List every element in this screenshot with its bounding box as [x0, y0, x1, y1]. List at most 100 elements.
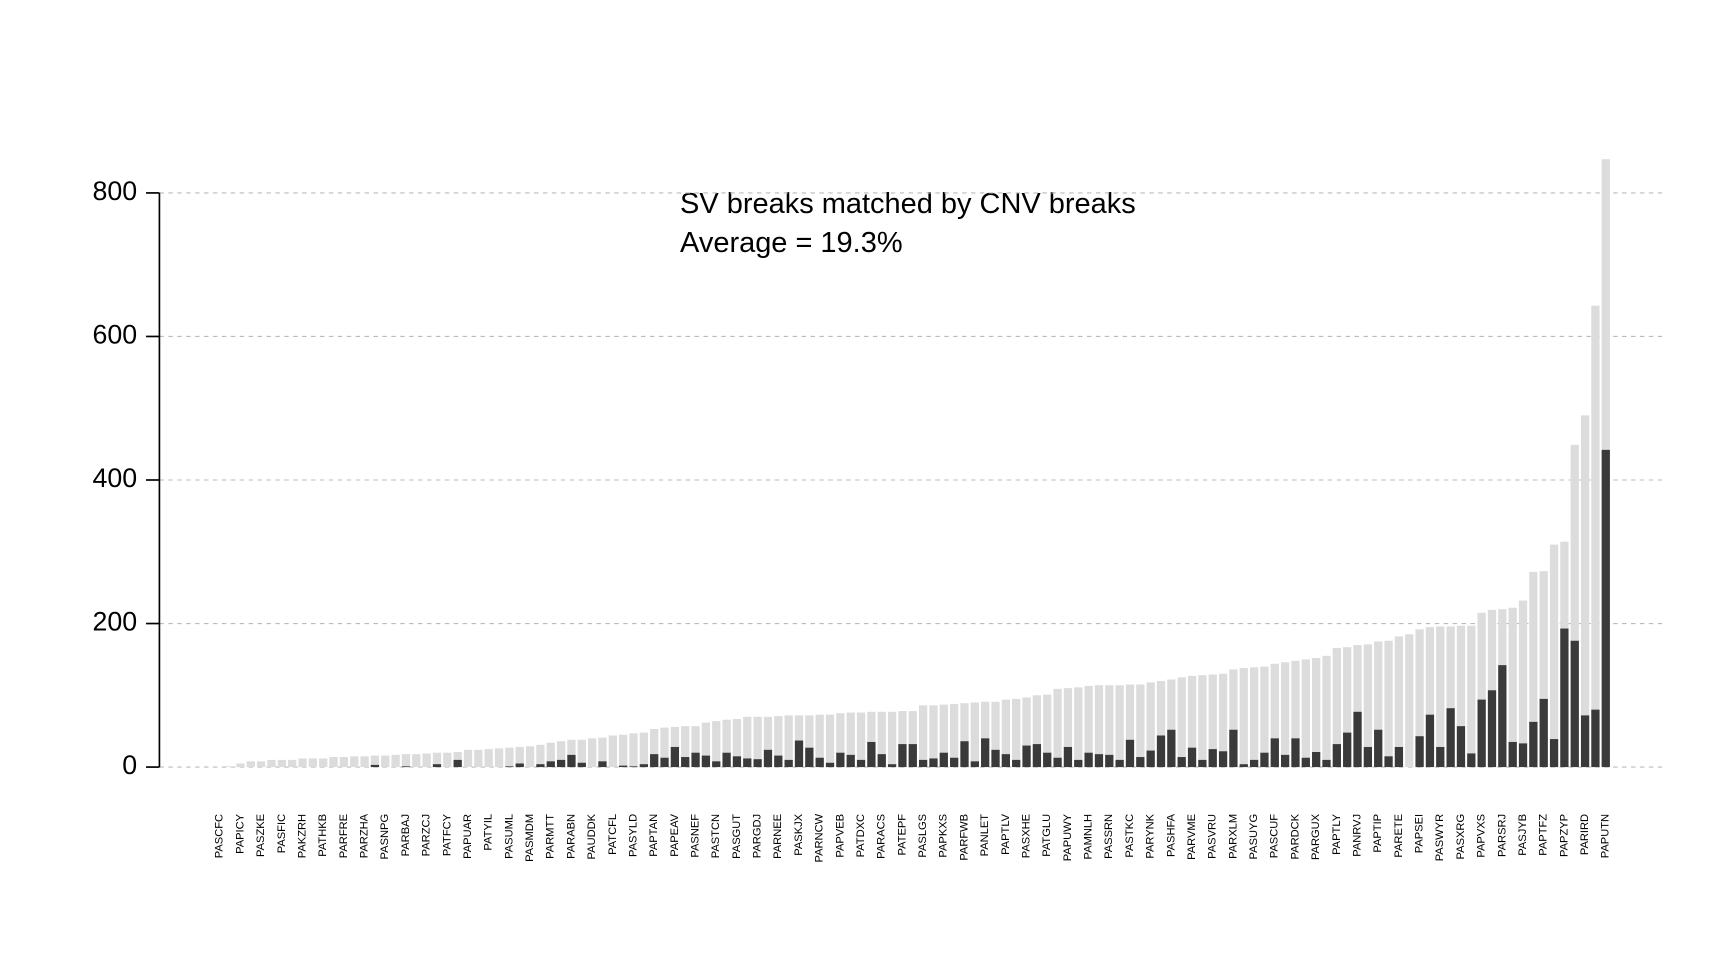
- bar: [1394, 746, 1404, 768]
- x-tick-label: PATEPF: [896, 814, 908, 856]
- x-tick-label: PASLGS: [917, 814, 929, 858]
- bar: [1260, 752, 1269, 768]
- x-tick-label: PAPUWY: [1062, 813, 1074, 861]
- x-tick-label: PAPTLY: [1331, 813, 1343, 855]
- bar: [1270, 738, 1279, 768]
- bar: [732, 756, 742, 768]
- bar: [1394, 636, 1404, 768]
- bar: [722, 752, 731, 768]
- bar: [1529, 571, 1538, 768]
- bar: [257, 761, 266, 768]
- bar: [329, 757, 338, 768]
- bar: [494, 748, 504, 768]
- bar: [246, 761, 255, 768]
- bar: [1332, 647, 1341, 768]
- bar: [1539, 698, 1548, 768]
- x-tick-label: PARSRJ: [1496, 814, 1508, 857]
- bar: [1487, 609, 1497, 768]
- bar: [350, 756, 359, 768]
- bar: [391, 754, 400, 768]
- bar: [443, 752, 452, 768]
- bar: [567, 739, 576, 768]
- bar: [453, 759, 462, 768]
- bar: [856, 759, 866, 768]
- bar: [1053, 688, 1062, 768]
- bar: [1456, 726, 1466, 768]
- bar: [432, 752, 442, 768]
- bar: [339, 757, 349, 768]
- bar: [1322, 759, 1331, 768]
- bar: [701, 722, 711, 768]
- bar: [1249, 759, 1259, 768]
- bar: [691, 752, 700, 768]
- x-tick-label: PASGUT: [731, 814, 743, 859]
- bar: [536, 764, 545, 768]
- bar: [970, 702, 979, 768]
- bar: [991, 701, 1000, 768]
- bar: [763, 749, 773, 768]
- bar: [639, 732, 648, 768]
- bar: [1177, 677, 1186, 768]
- x-tick-label: PAPVEB: [834, 814, 846, 858]
- bar: [763, 716, 773, 768]
- bar: [1012, 698, 1021, 768]
- bar: [1301, 757, 1310, 768]
- bar: [546, 742, 555, 768]
- x-tick-label: PASTKC: [1124, 814, 1136, 858]
- x-tick-label: PARFWB: [958, 814, 970, 861]
- bar: [1218, 751, 1228, 768]
- bar: [1374, 729, 1383, 768]
- bar: [1022, 697, 1031, 768]
- bar: [1249, 667, 1259, 768]
- bar: [1415, 736, 1424, 768]
- bar: [1343, 732, 1352, 768]
- x-tick-label: PASTCN: [710, 814, 722, 858]
- x-tick-label: PARMTT: [545, 814, 557, 859]
- bar: [1549, 739, 1559, 768]
- bar: [691, 726, 700, 768]
- x-tick-label: PASWYR: [1434, 814, 1446, 861]
- x-tick-label: PARACS: [876, 814, 888, 859]
- bar: [887, 764, 897, 768]
- bar: [1508, 741, 1517, 768]
- x-tick-label: PARIRD: [1579, 814, 1591, 855]
- bar: [1353, 711, 1362, 768]
- x-tick-label: PASHFA: [1165, 813, 1177, 857]
- y-tick-label: 400: [92, 463, 137, 493]
- bar: [1063, 746, 1073, 768]
- bar: [1384, 640, 1393, 768]
- bar: [1239, 764, 1248, 768]
- bar: [825, 762, 835, 768]
- bar: [381, 755, 390, 768]
- x-tick-label: PARNCW: [814, 813, 826, 862]
- bar: [784, 715, 793, 768]
- bar: [1549, 544, 1559, 768]
- bar: [1032, 744, 1042, 768]
- bar: [1063, 688, 1073, 768]
- bar: [1322, 655, 1331, 768]
- bar: [1125, 739, 1135, 768]
- bar: [753, 716, 762, 768]
- bar: [1229, 729, 1238, 768]
- x-tick-label: PARNEE: [772, 814, 784, 859]
- x-tick-label: PATHKB: [317, 814, 329, 857]
- bar: [670, 746, 680, 768]
- bar: [981, 738, 990, 768]
- x-tick-label: PAPUAR: [462, 814, 474, 859]
- bar: [1001, 699, 1011, 768]
- bar: [1012, 759, 1021, 768]
- bar: [1477, 699, 1486, 768]
- bar: [1001, 754, 1011, 768]
- bar: [360, 756, 369, 768]
- bar: [1084, 752, 1093, 768]
- bar: [484, 749, 493, 768]
- bar: [567, 754, 576, 768]
- bar: [743, 716, 752, 768]
- bar: [319, 758, 328, 768]
- bar: [918, 705, 928, 768]
- bar: [474, 749, 483, 768]
- bar: [536, 744, 545, 768]
- bar: [1043, 694, 1052, 768]
- bar: [1301, 659, 1310, 768]
